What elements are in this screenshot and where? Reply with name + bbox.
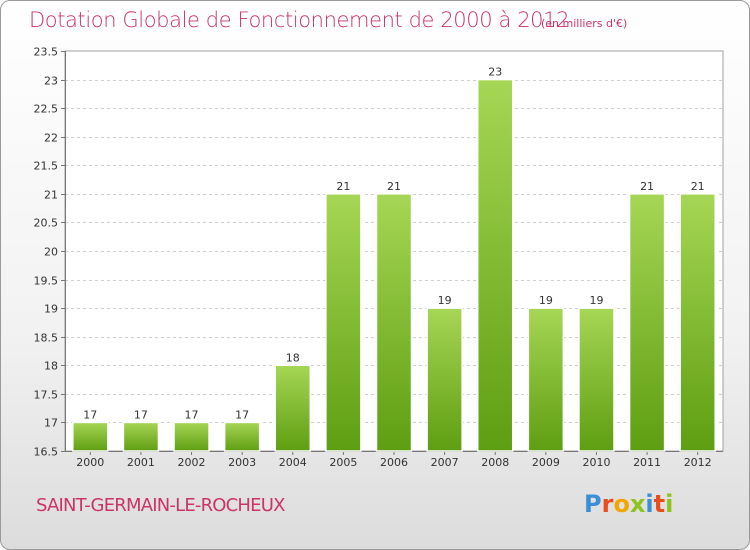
logo-letter: i [665, 490, 674, 518]
bar-2009[interactable] [527, 307, 565, 452]
data-label-2006: 21 [387, 180, 401, 193]
data-label-2001: 17 [134, 408, 148, 421]
bar-2012[interactable] [679, 193, 716, 452]
x-tick-label-2010: 2010 [582, 456, 610, 469]
y-tick-label: 19.5 [34, 275, 59, 288]
y-tick-label: 17 [44, 417, 58, 430]
x-tick-label-2000: 2000 [76, 456, 104, 469]
x-tick-label-2002: 2002 [178, 456, 206, 469]
x-tick-label-2009: 2009 [532, 456, 560, 469]
data-label-2012: 21 [691, 180, 705, 193]
logo-letter: o [613, 490, 630, 518]
proxiti-logo[interactable]: Proxiti [584, 490, 673, 518]
y-tick-label: 22.5 [34, 103, 59, 116]
x-tick-label-2012: 2012 [684, 456, 712, 469]
y-tick-label: 18 [44, 360, 58, 373]
y-tick-label: 21.5 [34, 160, 59, 173]
y-tick-label: 23.5 [34, 46, 59, 59]
bar-2005[interactable] [325, 193, 362, 452]
y-tick-label: 21 [44, 189, 58, 202]
bar-2000[interactable] [72, 421, 109, 452]
logo-letter: t [653, 490, 666, 518]
bar-2007[interactable] [426, 307, 463, 452]
logo-letter: P [584, 490, 602, 518]
x-tick-label-2011: 2011 [633, 456, 661, 469]
bar-2002[interactable] [173, 421, 210, 452]
bar-2006[interactable] [375, 193, 413, 452]
y-tick-label: 16.5 [34, 446, 59, 459]
data-label-2011: 21 [640, 180, 654, 193]
commune-name: SAINT-GERMAIN-LE-ROCHEUX [36, 495, 285, 516]
bar-2011[interactable] [628, 193, 666, 452]
y-tick-label: 19 [44, 303, 58, 316]
x-tick-label-2007: 2007 [431, 456, 459, 469]
chart-title: Dotation Globale de Fonctionnement de 20… [29, 8, 570, 32]
bar-2008[interactable] [476, 78, 514, 452]
chart-unit: (en milliers d'€) [541, 17, 628, 30]
data-label-2003: 17 [235, 408, 249, 421]
data-label-2008: 23 [488, 66, 502, 79]
y-tick-label: 17.5 [34, 389, 59, 402]
bar-2004[interactable] [274, 364, 312, 452]
y-tick-label: 20.5 [34, 217, 59, 230]
y-tick-label: 20 [44, 246, 58, 259]
x-tick-label-2001: 2001 [127, 456, 155, 469]
x-tick-label-2006: 2006 [380, 456, 408, 469]
x-tick-label-2004: 2004 [279, 456, 307, 469]
data-label-2004: 18 [286, 351, 300, 364]
bar-2001[interactable] [122, 421, 160, 452]
x-tick-label-2005: 2005 [329, 456, 357, 469]
x-tick-label-2008: 2008 [481, 456, 509, 469]
logo-letter: r [601, 490, 614, 518]
data-label-2002: 17 [185, 408, 199, 421]
logo-letter: i [645, 490, 654, 518]
logo-letter: x [629, 490, 646, 518]
data-label-2005: 21 [336, 180, 350, 193]
bar-2010[interactable] [578, 307, 615, 452]
x-tick-label-2003: 2003 [228, 456, 256, 469]
data-label-2007: 19 [438, 294, 452, 307]
data-label-2000: 17 [83, 408, 97, 421]
y-tick-label: 22 [44, 132, 58, 145]
data-label-2010: 19 [589, 294, 603, 307]
bar-2003[interactable] [223, 421, 261, 452]
y-tick-label: 18.5 [34, 332, 59, 345]
y-tick-label: 23 [44, 75, 58, 88]
data-label-2009: 19 [539, 294, 553, 307]
